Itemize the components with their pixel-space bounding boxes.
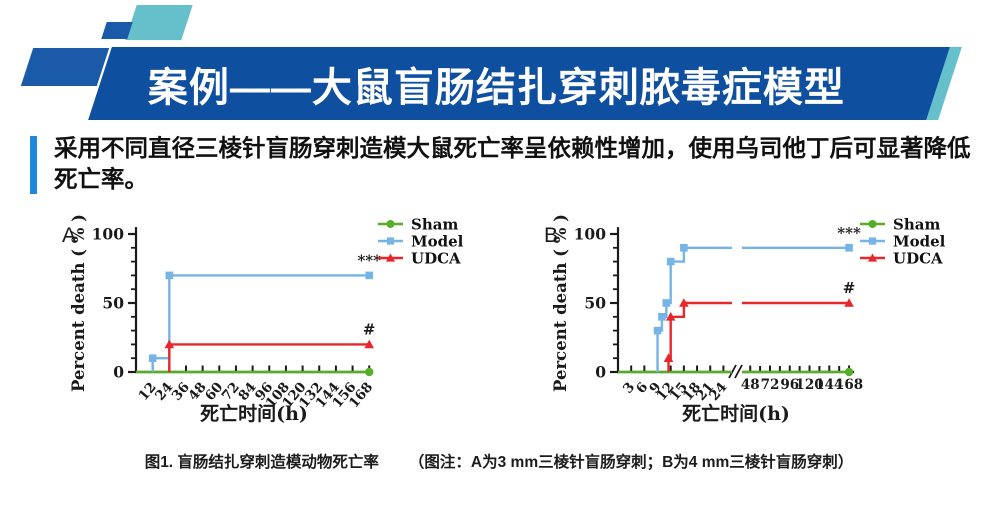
legend-label-model: Model xyxy=(893,233,946,251)
slide-title-banner: 案例——大鼠盲肠结扎穿刺脓毒症模型 xyxy=(88,47,950,120)
axis-break xyxy=(728,364,743,379)
figure-caption: 图1. 盲肠结扎穿刺造模动物死亡率 （图注：A为3 mm三棱针盲肠穿刺；B为4 … xyxy=(0,450,998,472)
y-axis: 0 50 100 xyxy=(574,225,620,382)
significance-annotation: *** xyxy=(357,251,381,269)
svg-text:100: 100 xyxy=(574,225,607,244)
svg-text:144: 144 xyxy=(815,377,843,393)
series-udca xyxy=(164,339,375,372)
y-axis: 0 50 100 xyxy=(92,225,138,382)
svg-text:50: 50 xyxy=(584,294,606,313)
series-udca xyxy=(663,298,854,372)
figure-caption-note: （图注：A为3 mm三棱针盲肠穿刺；B为4 mm三棱针盲肠穿刺） xyxy=(408,454,854,471)
series-model xyxy=(653,244,853,372)
summary-accent-bar xyxy=(30,136,37,195)
deco-parallelogram-blue-mid xyxy=(20,48,110,86)
svg-text:0: 0 xyxy=(595,363,606,382)
y-axis-label: Percent death ( % ) xyxy=(551,214,570,392)
series-model xyxy=(148,271,374,372)
legend-label-sham: Sham xyxy=(893,216,940,234)
legend-label-udca: UDCA xyxy=(411,250,461,268)
summary-block: 采用不同直径三棱针盲肠穿刺造模大鼠死亡率呈依赖性增加，使用乌司他丁后可显著降低死… xyxy=(30,133,982,195)
deco-parallelogram-teal xyxy=(125,5,193,40)
deco-parallelogram-blue-small xyxy=(101,22,133,39)
svg-text:100: 100 xyxy=(92,225,125,244)
svg-text:168: 168 xyxy=(835,377,863,393)
significance-annotation: # xyxy=(843,279,856,297)
svg-text:72: 72 xyxy=(761,377,780,393)
panel-label: B xyxy=(544,224,558,247)
page-title: 案例——大鼠盲肠结扎穿刺脓毒症模型 xyxy=(148,65,845,110)
svg-text:48: 48 xyxy=(741,377,760,393)
y-axis-label: Percent death ( % ) xyxy=(69,214,88,392)
svg-text:0: 0 xyxy=(113,363,124,382)
summary-text: 采用不同直径三棱针盲肠穿刺造模大鼠死亡率呈依赖性增加，使用乌司他丁后可显著降低死… xyxy=(54,135,971,192)
legend-label-sham: Sham xyxy=(411,216,458,234)
legend-label-udca: UDCA xyxy=(893,250,943,268)
series-sham xyxy=(136,367,374,377)
panel-label: A xyxy=(62,224,76,247)
x-axis-label: 死亡时间(h) xyxy=(682,402,790,425)
svg-text:96: 96 xyxy=(780,377,799,393)
svg-text:120: 120 xyxy=(795,377,823,393)
svg-text:24: 24 xyxy=(706,379,730,404)
series-sham xyxy=(618,367,854,377)
significance-annotation: *** xyxy=(837,224,861,242)
legend-label-model: Model xyxy=(411,233,464,251)
figure-caption-main: 图1. 盲肠结扎穿刺造模动物死亡率 xyxy=(144,454,379,471)
svg-text:50: 50 xyxy=(102,294,124,313)
significance-annotation: # xyxy=(363,320,376,338)
x-axis-label: 死亡时间(h) xyxy=(200,402,308,425)
